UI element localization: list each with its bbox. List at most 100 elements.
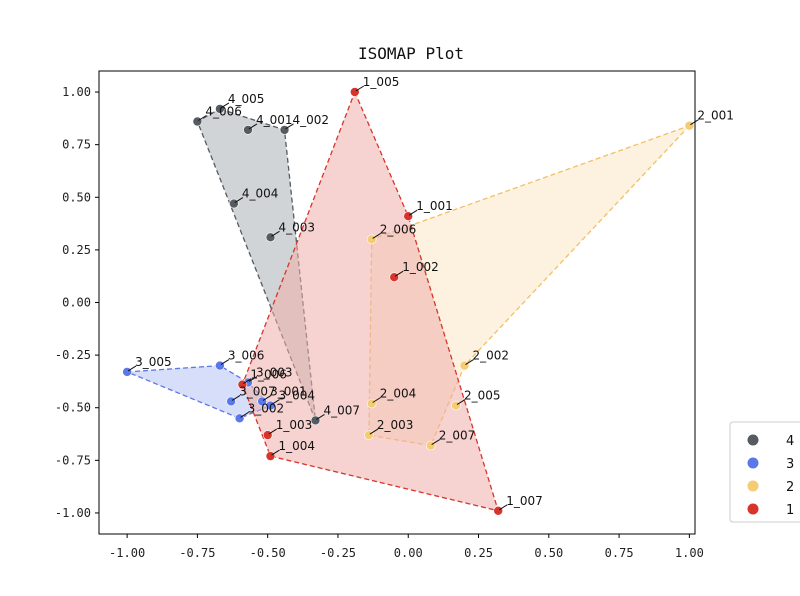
point-1-007 [493, 505, 504, 516]
legend-marker-2 [747, 480, 759, 492]
point-1-002 [389, 272, 400, 283]
x-tick-label: 0.75 [605, 546, 634, 560]
point-leader-2-005 [456, 399, 466, 406]
point-label-1-004: 1_004 [279, 439, 316, 453]
point-leader-3-007 [231, 394, 241, 401]
hull-group-1 [241, 90, 500, 512]
y-tick-label: -1.00 [55, 506, 91, 520]
point-leader-1-005 [355, 85, 365, 92]
point-4-004 [229, 198, 239, 209]
point-leader-1-006 [243, 378, 252, 385]
point-1-004 [265, 451, 276, 461]
point-label-4-001: 4_001 [256, 113, 293, 127]
point-leader-3-005 [127, 365, 137, 372]
point-2-002 [459, 360, 470, 371]
y-tick-label: 0.00 [62, 296, 91, 310]
point-label-3-007: 3_007 [239, 384, 276, 398]
legend-label-1: 1 [786, 503, 794, 518]
point-2-005 [451, 400, 461, 411]
point-label-2-004: 2_004 [380, 387, 417, 401]
point-label-1-006: 1_006 [250, 368, 287, 382]
point-2-006 [366, 234, 377, 245]
point-leader-2-007 [431, 439, 440, 446]
point-leader-3-003 [248, 376, 258, 382]
x-tick-label: 0.50 [534, 546, 563, 560]
hull-layer [126, 90, 690, 512]
point-leader-4-006 [198, 115, 207, 121]
x-axis: -1.00 -0.75 -0.50 -0.25 0.00 0.25 0.50 0.75 1.00 [109, 534, 704, 560]
point-leader-3-002 [240, 411, 249, 418]
point-label-4-007: 4_007 [324, 403, 361, 417]
point-leader-1-002 [394, 270, 404, 277]
point-leader-4-007 [316, 413, 325, 420]
point-leader-2-004 [372, 397, 381, 403]
point-2-003 [364, 430, 374, 440]
point-label-3-001: 3_001 [270, 384, 307, 398]
x-tick-label: 0.00 [394, 546, 423, 560]
point-2-007 [425, 440, 436, 451]
x-tick-label: -0.50 [250, 546, 286, 560]
y-tick-label: -0.75 [55, 453, 91, 467]
point-label-1-001: 1_001 [416, 199, 453, 213]
point-4-003 [265, 232, 276, 243]
legend-marker-1 [747, 503, 759, 515]
point-label-2-007: 2_007 [439, 429, 476, 443]
point-3-002 [234, 413, 245, 424]
point-label-4-002: 4_002 [293, 113, 330, 127]
point-label-1-005: 1_005 [363, 75, 400, 89]
point-label-2-001: 2_001 [697, 109, 734, 123]
point-2-001 [684, 120, 695, 131]
point-2-004 [366, 398, 377, 409]
y-tick-label: -0.50 [55, 401, 91, 415]
point-leader-3-006 [220, 359, 230, 366]
point-label-3-006: 3_006 [228, 349, 265, 363]
point-leader-1-004 [271, 449, 280, 456]
point-1-005 [349, 87, 360, 97]
x-tick-label: -1.00 [109, 546, 145, 560]
x-tick-label: -0.75 [179, 546, 215, 560]
point-label-4-003: 4_003 [279, 220, 316, 234]
point-label-2-003: 2_003 [377, 418, 414, 432]
chart-title: ISOMAP Plot [358, 44, 464, 63]
point-leader-2-006 [372, 232, 381, 239]
point-label-4-004: 4_004 [242, 187, 279, 201]
point-4-001 [243, 125, 253, 135]
legend-label-2: 2 [786, 480, 794, 495]
point-label-3-003: 3_003 [256, 366, 293, 380]
point-label-2-002: 2_002 [473, 349, 510, 363]
point-leader-2-002 [465, 359, 474, 366]
point-leader-1-003 [268, 428, 277, 435]
point-4-007 [310, 415, 321, 426]
point-4-006 [192, 116, 203, 127]
point-1-003 [262, 430, 273, 440]
y-tick-label: 0.25 [62, 243, 91, 257]
legend: 4 3 2 1 [729, 421, 800, 523]
x-tick-label: 0.25 [464, 546, 493, 560]
point-leader-4-002 [285, 123, 294, 130]
point-3-005 [122, 367, 132, 377]
point-label-4-005: 4_005 [228, 92, 265, 106]
x-tick-label: 1.00 [675, 546, 704, 560]
hull-group-3 [126, 364, 272, 420]
point-leader-3-004 [271, 399, 280, 406]
point-label-1-002: 1_002 [402, 260, 439, 274]
point-leader-2-003 [369, 428, 379, 435]
point-leader-4-003 [271, 230, 280, 237]
point-3-007 [226, 396, 236, 407]
point-leader-4-004 [234, 197, 244, 204]
point-3-006 [215, 360, 225, 371]
y-tick-label: 0.50 [62, 190, 91, 204]
point-label-3-002: 3_002 [248, 401, 285, 415]
point-label-4-006: 4_006 [205, 105, 242, 119]
legend-label-4: 4 [786, 434, 794, 449]
point-leader-1-007 [498, 504, 508, 511]
legend-marker-4 [747, 434, 759, 446]
point-leader-2-001 [690, 119, 699, 126]
x-tick-label: -0.25 [320, 546, 356, 560]
point-label-3-005: 3_005 [135, 355, 172, 369]
y-tick-label: 0.75 [62, 138, 91, 152]
legend-marker-3 [747, 457, 759, 469]
y-tick-label: -0.25 [55, 348, 91, 362]
point-label-2-005: 2_005 [464, 389, 501, 403]
